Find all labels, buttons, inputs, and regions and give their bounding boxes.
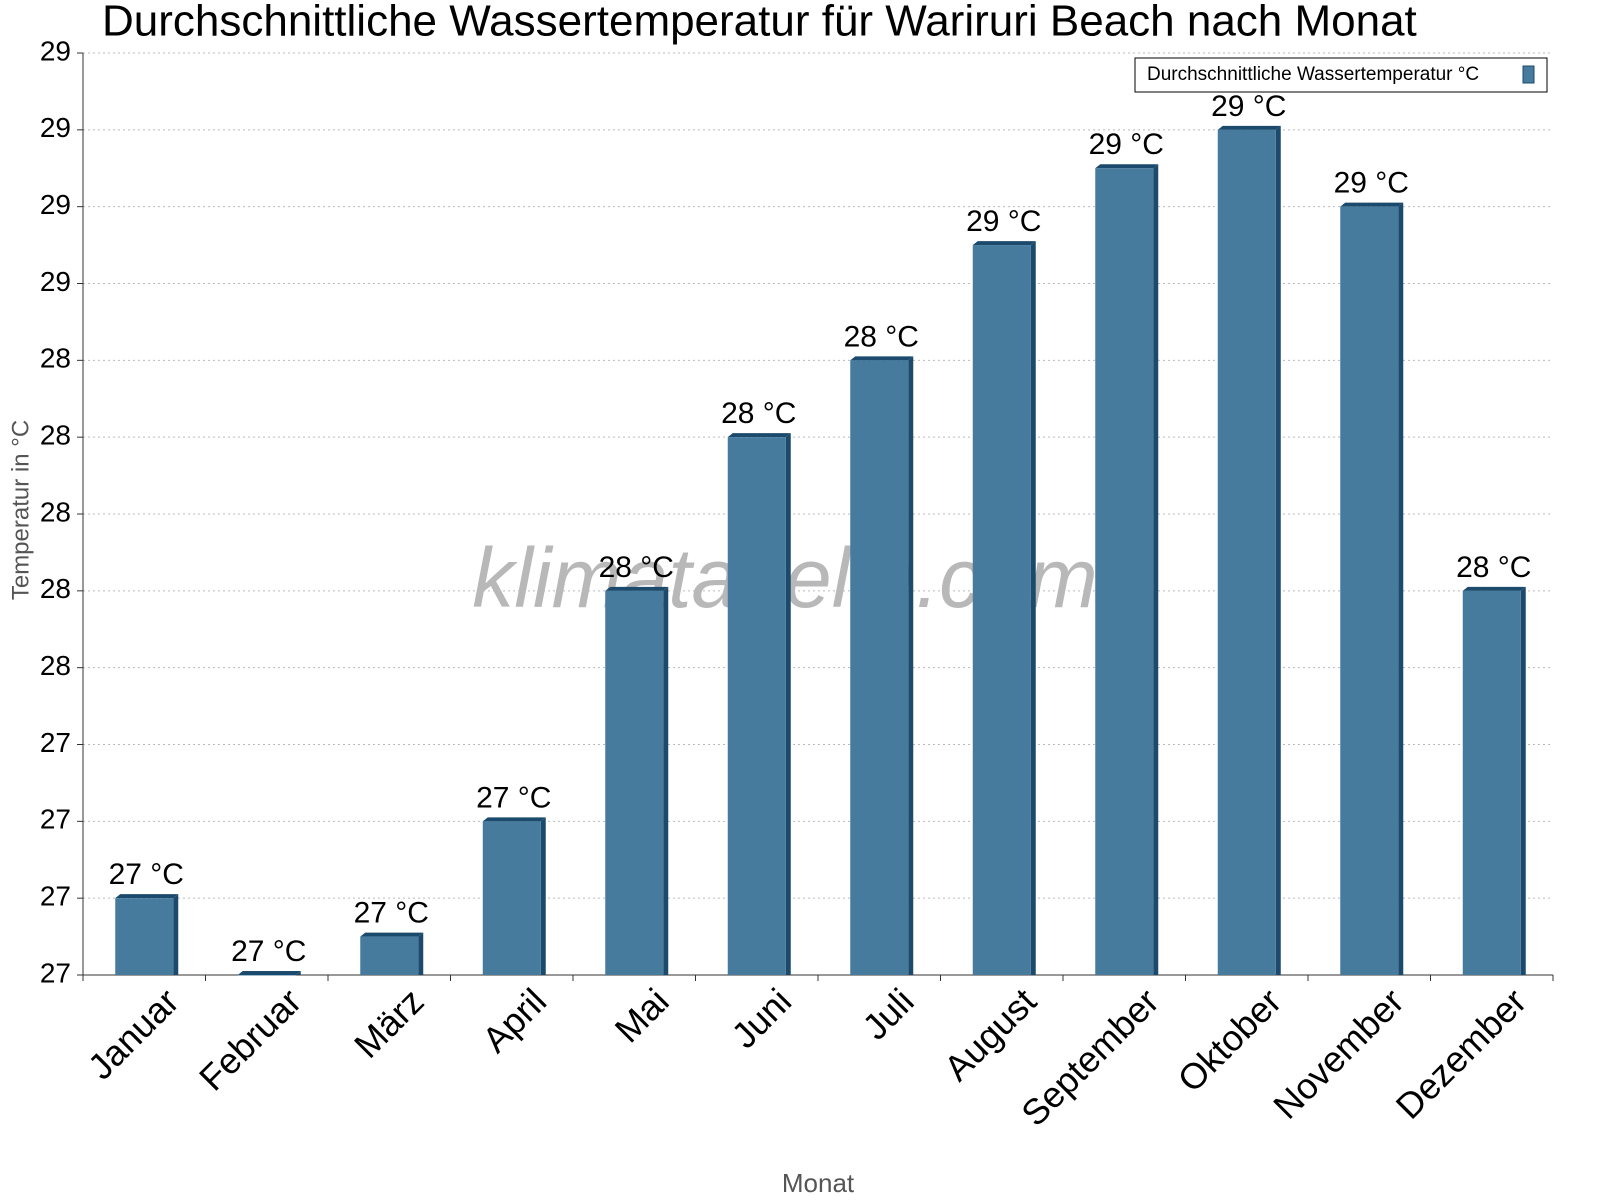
legend-box bbox=[1134, 57, 1548, 93]
bar-top bbox=[1340, 202, 1404, 207]
bar bbox=[605, 590, 664, 975]
y-tick-label: 28 bbox=[40, 573, 71, 604]
x-tick-label: Januar bbox=[80, 980, 187, 1087]
bar bbox=[482, 821, 541, 975]
x-tick-label: Juli bbox=[854, 980, 921, 1047]
y-tick-label: 29 bbox=[40, 189, 71, 220]
data-label: 27 °C bbox=[109, 858, 184, 891]
bar-side bbox=[173, 894, 179, 975]
bar bbox=[237, 975, 296, 976]
bar bbox=[850, 360, 909, 975]
bar-top bbox=[727, 433, 791, 438]
y-tick-label: 29 bbox=[40, 112, 71, 143]
bar-top bbox=[972, 241, 1036, 246]
y-tick-label: 27 bbox=[40, 957, 71, 988]
bar-top bbox=[115, 894, 179, 899]
data-label: 29 °C bbox=[1211, 90, 1286, 123]
y-tick-label: 28 bbox=[40, 650, 71, 681]
y-axis-label: Temperatur in °C bbox=[7, 420, 34, 600]
bar-top bbox=[850, 356, 914, 361]
bar-side bbox=[1398, 202, 1404, 975]
bar bbox=[360, 936, 419, 975]
bar bbox=[1462, 590, 1521, 975]
x-tick-label: August bbox=[936, 980, 1044, 1088]
bar-top bbox=[1217, 125, 1281, 130]
data-label: 29 °C bbox=[1334, 167, 1409, 200]
x-tick-label: April bbox=[474, 980, 554, 1060]
data-label: 28 °C bbox=[1456, 551, 1531, 584]
bar bbox=[727, 437, 786, 976]
y-tick-label: 29 bbox=[40, 266, 71, 297]
bar-side bbox=[1275, 125, 1281, 976]
bar-top bbox=[360, 932, 424, 937]
bar-side bbox=[908, 356, 914, 975]
chart-title: Durchschnittliche Wassertemperatur für W… bbox=[102, 0, 1417, 46]
y-tick-label: 27 bbox=[40, 881, 71, 912]
bar bbox=[972, 245, 1031, 976]
bar bbox=[115, 898, 174, 975]
data-label: 28 °C bbox=[599, 551, 674, 584]
x-tick-label: Mai bbox=[607, 980, 677, 1050]
bar-top bbox=[482, 817, 546, 822]
data-label: 28 °C bbox=[844, 320, 919, 353]
bar-top bbox=[237, 971, 301, 975]
y-tick-label: 29 bbox=[40, 35, 71, 66]
bar-side bbox=[1520, 586, 1526, 975]
y-tick-label: 28 bbox=[40, 420, 71, 451]
bar-top bbox=[1095, 164, 1159, 169]
bar bbox=[1095, 168, 1154, 975]
x-tick-label: Februar bbox=[191, 980, 309, 1098]
data-label: 27 °C bbox=[231, 935, 306, 968]
y-tick-label: 28 bbox=[40, 343, 71, 374]
y-tick-label: 27 bbox=[40, 804, 71, 835]
bar-side bbox=[540, 817, 546, 975]
bar bbox=[1340, 206, 1399, 975]
x-tick-label: November bbox=[1265, 980, 1411, 1126]
data-label: 29 °C bbox=[966, 205, 1041, 238]
x-tick-label: Juni bbox=[723, 980, 799, 1056]
x-tick-label: Oktober bbox=[1170, 980, 1290, 1100]
legend-swatch bbox=[1522, 65, 1535, 84]
bar-side bbox=[785, 433, 791, 976]
y-tick-label: 28 bbox=[40, 496, 71, 527]
data-label: 28 °C bbox=[721, 397, 796, 430]
data-label: 27 °C bbox=[476, 781, 551, 814]
bar-side bbox=[1153, 164, 1159, 975]
x-axis-label: Monat bbox=[782, 1168, 855, 1198]
bar-top bbox=[605, 586, 669, 591]
bar-side bbox=[418, 932, 424, 975]
bar-top bbox=[1462, 586, 1526, 591]
data-label: 29 °C bbox=[1089, 128, 1164, 161]
y-tick-label: 27 bbox=[40, 727, 71, 758]
bar-side bbox=[663, 586, 669, 975]
data-label: 27 °C bbox=[354, 897, 429, 930]
x-tick-label: März bbox=[346, 980, 432, 1066]
bar-side bbox=[1030, 241, 1036, 976]
bar bbox=[1217, 129, 1276, 976]
x-tick-label: Dezember bbox=[1388, 980, 1534, 1126]
legend-label: Durchschnittliche Wassertemperatur °C bbox=[1147, 64, 1479, 85]
